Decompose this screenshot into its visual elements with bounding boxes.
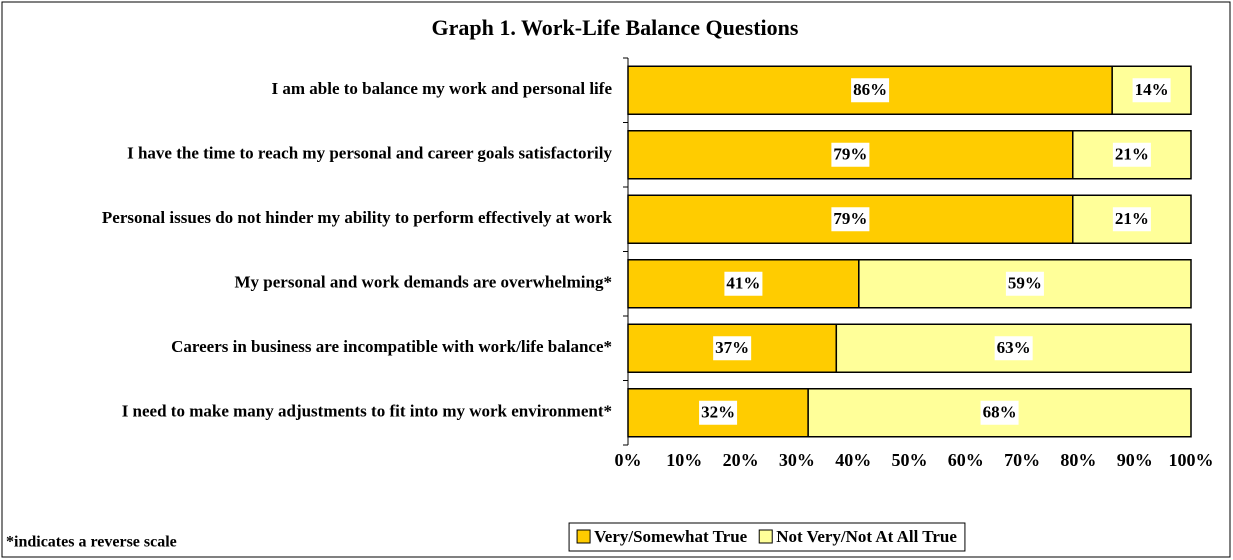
value-label-bg [994,336,1033,361]
value-label: 14% [1135,80,1169,99]
x-tick-label: 80% [1060,450,1096,470]
x-tick-label: 90% [1117,450,1153,470]
legend-box [568,522,966,552]
footnote: *indicates a reverse scale [6,534,177,551]
bar-segment [1072,130,1192,180]
category-label: My personal and work demands are overwhe… [235,273,612,292]
value-label-bg [831,142,870,167]
value-label: 59% [1008,274,1042,293]
x-tick-label: 20% [723,450,759,470]
value-label-bg [699,400,738,425]
value-label: 79% [833,209,867,228]
value-label-bg [1132,78,1171,103]
value-label: 68% [983,403,1017,422]
value-label-bg [980,400,1019,425]
value-label: 86% [853,80,887,99]
legend-label: Not Very/Not At All True [776,527,957,546]
category-label: I have the time to reach my personal and… [127,144,612,163]
category-label: Careers in business are incompatible wit… [171,337,612,356]
value-label: 41% [726,274,760,293]
value-label-bg [1005,271,1044,296]
x-tick-label: 50% [892,450,928,470]
category-label: Personal issues do not hinder my ability… [102,208,613,227]
value-label-bg [851,78,890,103]
value-label-bg [713,336,752,361]
value-label-bg [1112,142,1151,167]
x-tick-label: 30% [779,450,815,470]
value-label: 21% [1115,209,1149,228]
x-tick-label: 100% [1169,450,1214,470]
x-tick-label: 70% [1004,450,1040,470]
value-label-bg [831,207,870,232]
category-label: I am able to balance my work and persona… [272,79,613,98]
x-tick-label: 60% [948,450,984,470]
chart-title: Graph 1. Work-Life Balance Questions [432,15,799,40]
value-label-bg [1112,207,1151,232]
x-tick-label: 0% [615,450,642,470]
x-tick-label: 10% [666,450,702,470]
value-label: 63% [997,338,1031,357]
category-label: I need to make many adjustments to fit i… [122,402,612,421]
value-label-bg [724,271,763,296]
legend-swatch [576,529,591,544]
bar-segment [1072,194,1192,244]
legend-swatch [758,529,773,544]
value-label: 21% [1115,145,1149,164]
x-tick-label: 40% [835,450,871,470]
value-label: 79% [833,145,867,164]
legend-label: Very/Somewhat True [594,527,748,546]
value-label: 37% [715,338,749,357]
value-label: 32% [701,403,735,422]
